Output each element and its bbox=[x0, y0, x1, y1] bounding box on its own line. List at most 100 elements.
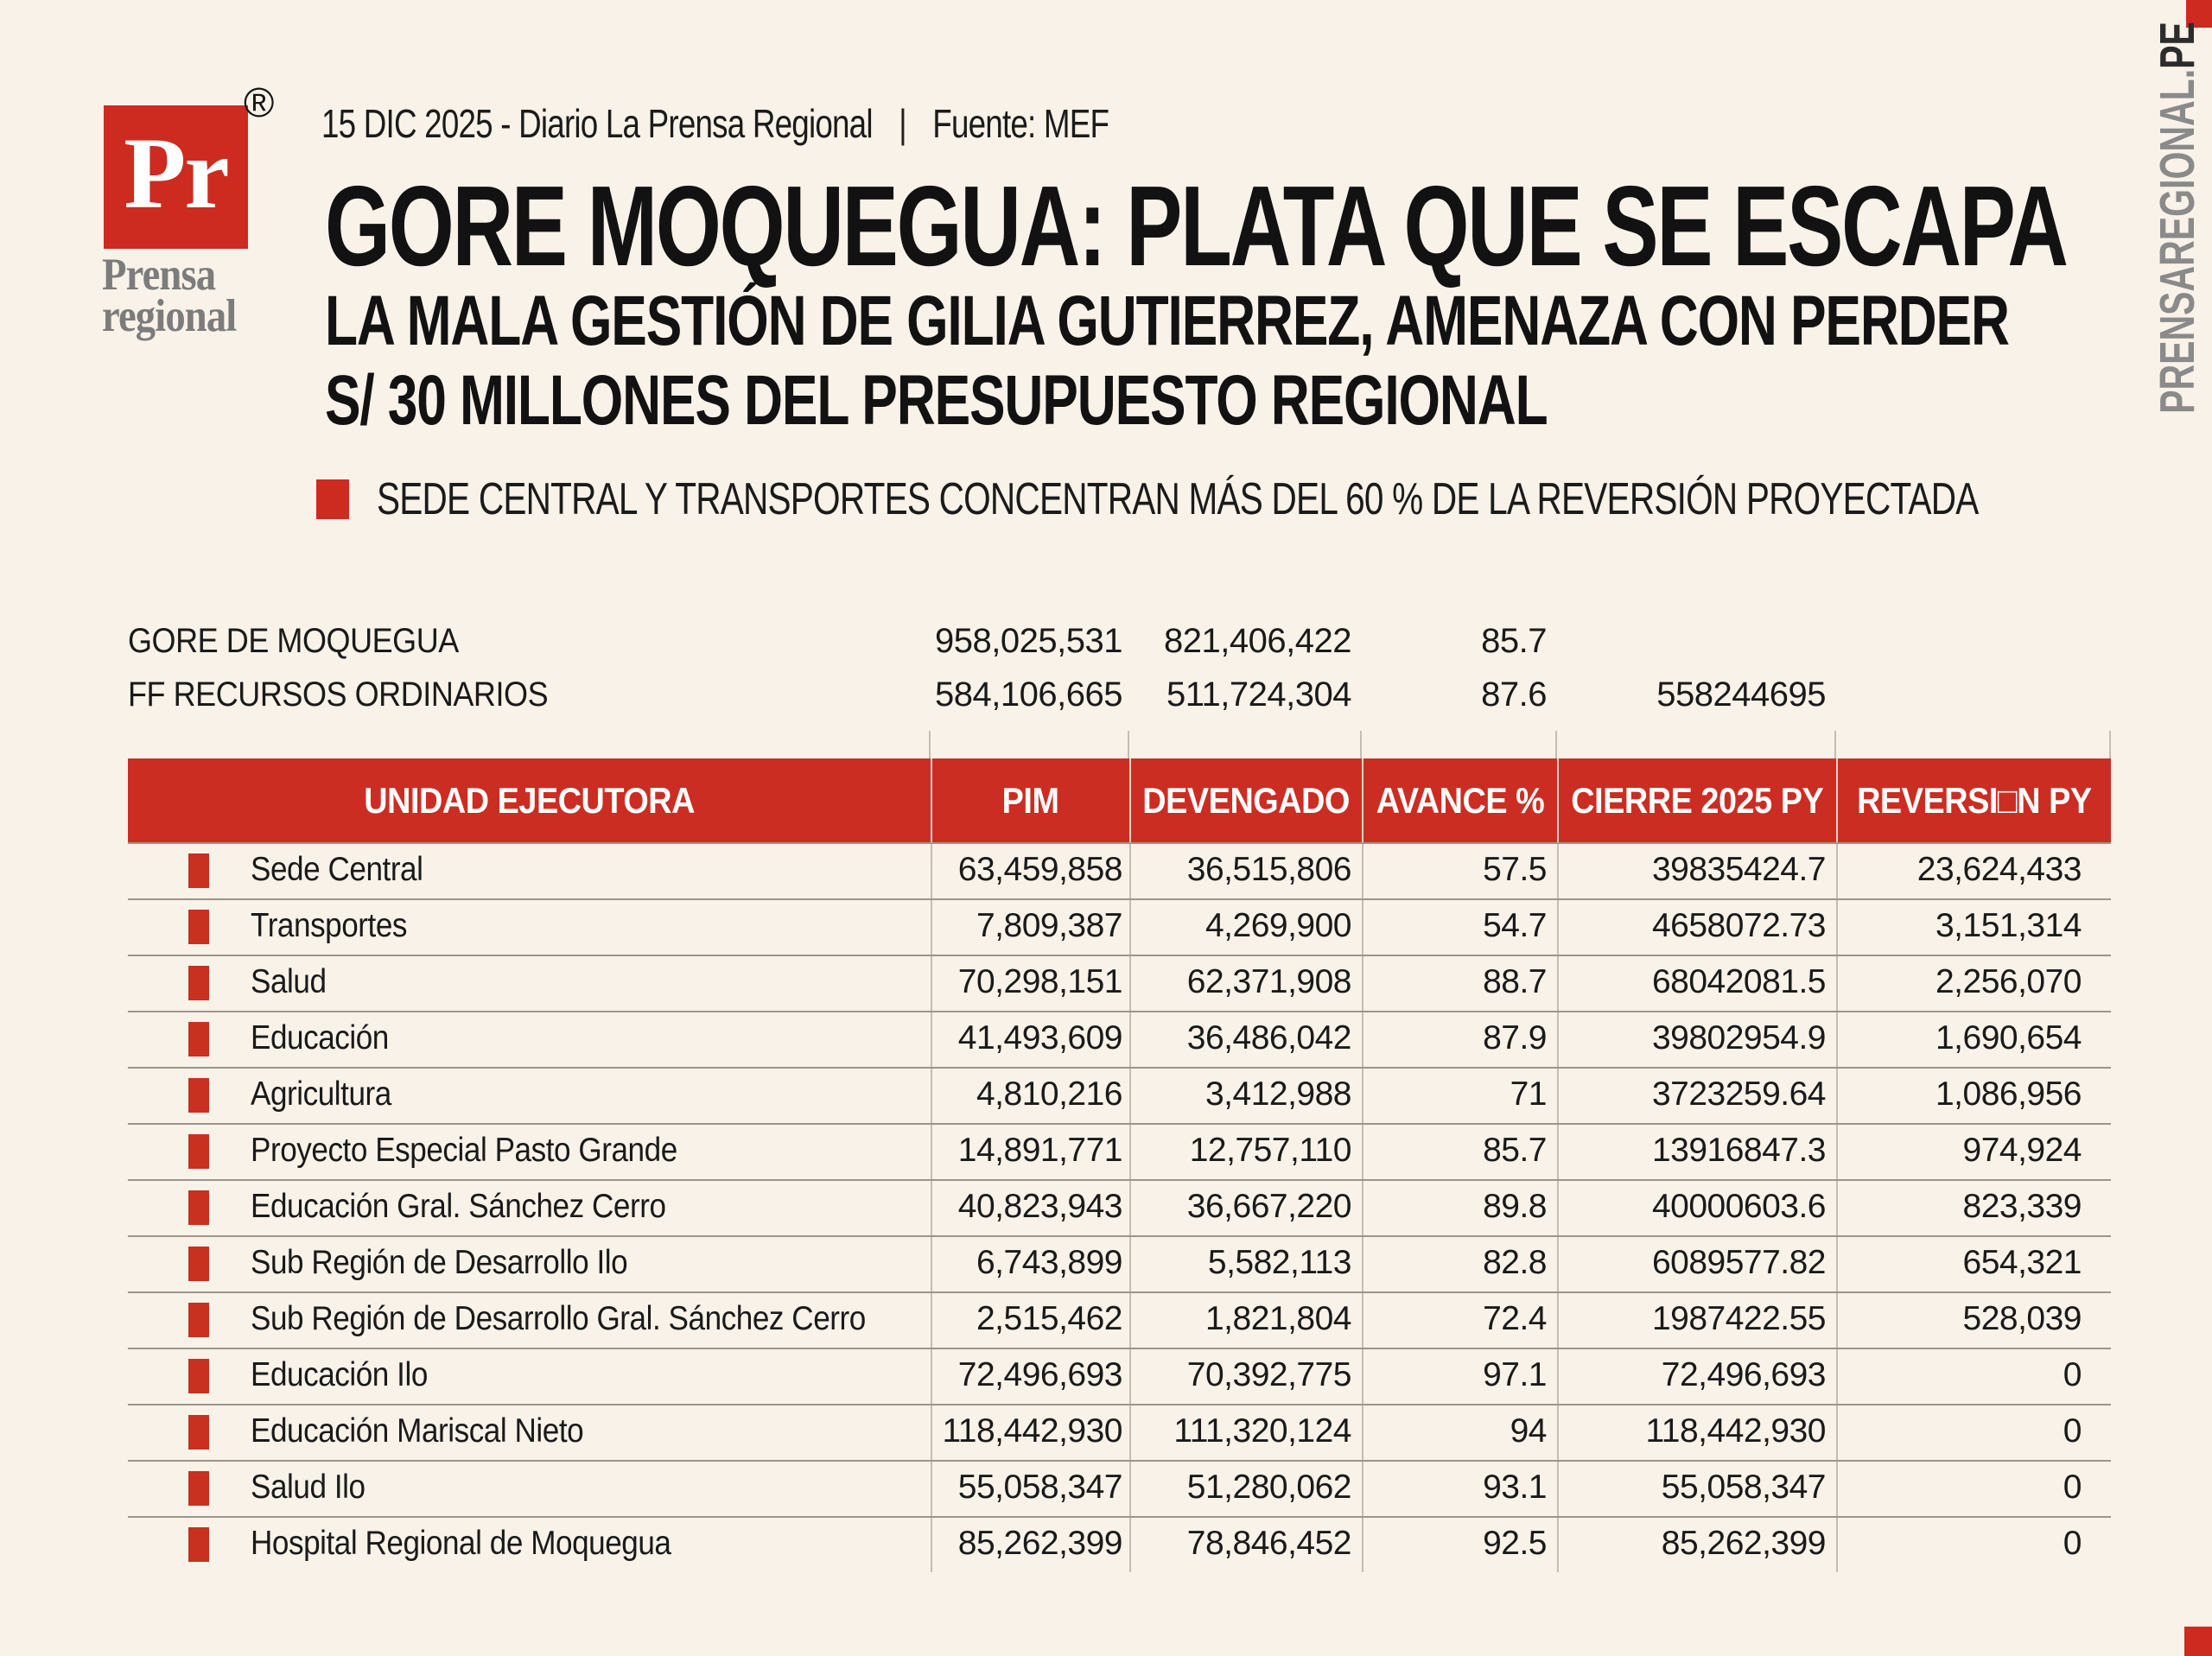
table-header-cell: DEVENGADO bbox=[1129, 758, 1362, 842]
table-row: Agricultura 4,810,216 3,412,988 71 3723259.6… bbox=[128, 1067, 2111, 1123]
column-divider-stub bbox=[1128, 731, 1129, 758]
red-square-bullet-icon bbox=[188, 1078, 209, 1113]
table-row: Sub Región de Desarrollo Gral. Sánchez C… bbox=[128, 1291, 2111, 1348]
value-cell: 72.4 bbox=[1362, 1293, 1557, 1348]
row-label: GORE DE MOQUEGUA bbox=[128, 622, 459, 660]
value-cell: 118,442,930 bbox=[931, 1405, 1129, 1460]
value-cell: 2,515,462 bbox=[931, 1293, 1129, 1348]
value-cell: 958,025,531 bbox=[935, 622, 1122, 660]
value-cell: 1,086,956 bbox=[1836, 1069, 2111, 1123]
value-cell: 6089577.82 bbox=[1557, 1237, 1836, 1291]
table-header-label: DEVENGADO bbox=[1142, 779, 1351, 821]
value-cell bbox=[1836, 615, 2111, 669]
value-cell: 4,810,216 bbox=[931, 1069, 1129, 1123]
row-label-cell: GORE DE MOQUEGUA bbox=[128, 615, 931, 669]
value-cell: 51,280,062 bbox=[1129, 1462, 1362, 1516]
table-header-cell: PIM bbox=[931, 758, 1129, 842]
value-cell: 1987422.55 bbox=[1557, 1293, 1836, 1348]
table-header-label: AVANCE % bbox=[1376, 779, 1545, 821]
row-label: Sub Región de Desarrollo Ilo bbox=[251, 1244, 628, 1281]
summary-row: GORE DE MOQUEGUA 958,025,531 821,406,422 85… bbox=[128, 615, 2111, 669]
value-cell: 40,823,943 bbox=[931, 1181, 1129, 1235]
value-cell: 87.6 bbox=[1481, 676, 1547, 714]
subheadline-line1: LA MALA GESTIÓN DE GILIA GUTIERREZ, AMEN… bbox=[325, 282, 2010, 360]
value-cell: 558244695 bbox=[1656, 676, 1826, 714]
value-cell: 36,486,042 bbox=[1129, 1012, 1362, 1067]
masthead-line2: regional bbox=[102, 291, 237, 341]
site-watermark-vertical: PRENSAREGIONAL.PE bbox=[2149, 22, 2206, 414]
value-cell: 89.8 bbox=[1362, 1181, 1557, 1235]
value-cell: 528,039 bbox=[1836, 1293, 2111, 1348]
row-label: Educación Mariscal Nieto bbox=[251, 1412, 584, 1450]
row-label-cell: Transportes bbox=[128, 900, 931, 955]
value-cell: 111,320,124 bbox=[1129, 1405, 1362, 1460]
table-header-row: UNIDAD EJECUTORA PIM DEVENGADO AVANCE % CIER… bbox=[128, 758, 2111, 842]
value-cell: 1,821,804 bbox=[1129, 1293, 1362, 1348]
masthead-line1: Prensa bbox=[102, 250, 216, 300]
value-cell: 82.8 bbox=[1362, 1237, 1557, 1291]
table-row: Sub Región de Desarrollo Ilo 6,743,899 5,5… bbox=[128, 1235, 2111, 1291]
value-cell: 0 bbox=[1836, 1349, 2111, 1404]
value-cell: 3723259.64 bbox=[1557, 1069, 1836, 1123]
headline: GORE MOQUEGUA: PLATA QUE SE ESCAPA bbox=[325, 162, 2069, 289]
value-cell: 14,891,771 bbox=[931, 1125, 1129, 1179]
row-label: Educación Ilo bbox=[251, 1356, 428, 1393]
value-cell: 0 bbox=[1836, 1405, 2111, 1460]
table-row: Educación 41,493,609 36,486,042 87.9 3980295… bbox=[128, 1011, 2111, 1067]
value-cell: 1,690,654 bbox=[1836, 1012, 2111, 1067]
highlight-text: SEDE CENTRAL Y TRANSPORTES CONCENTRAN MÁ… bbox=[377, 474, 1979, 524]
subheadline: LA MALA GESTIÓN DE GILIA GUTIERREZ, AMEN… bbox=[325, 282, 2010, 441]
value-cell: 584,106,665 bbox=[935, 676, 1122, 714]
row-label-cell: Sub Región de Desarrollo Ilo bbox=[128, 1237, 931, 1291]
value-cell: 97.1 bbox=[1362, 1349, 1557, 1404]
value-cell: 41,493,609 bbox=[931, 1012, 1129, 1067]
table-header-cell: AVANCE % bbox=[1362, 758, 1557, 842]
red-square-bullet-icon bbox=[188, 1359, 209, 1393]
red-square-bullet-icon bbox=[316, 479, 349, 519]
value-cell bbox=[1836, 669, 2111, 722]
row-label-cell: Sede Central bbox=[128, 844, 931, 898]
table-row: Sede Central 63,459,858 36,515,806 57.5 3983… bbox=[128, 842, 2111, 898]
prensa-regional-logo: Pr bbox=[104, 105, 248, 249]
row-label-cell: Agricultura bbox=[128, 1069, 931, 1123]
value-cell: 118,442,930 bbox=[1557, 1405, 1836, 1460]
masthead-wordmark: Prensa regional bbox=[102, 250, 237, 341]
value-cell: 2,256,070 bbox=[1836, 956, 2111, 1011]
value-cell: 70,298,151 bbox=[931, 956, 1129, 1011]
value-cell: 0 bbox=[1836, 1518, 2111, 1572]
row-label-cell: Hospital Regional de Moquegua bbox=[128, 1518, 931, 1572]
red-square-bullet-icon bbox=[188, 910, 209, 944]
value-cell: 85.7 bbox=[1481, 622, 1547, 660]
red-square-bullet-icon bbox=[188, 1303, 209, 1337]
value-cell: 511,724,304 bbox=[1166, 676, 1351, 714]
value-cell: 68042081.5 bbox=[1557, 956, 1836, 1011]
value-cell: 5,582,113 bbox=[1129, 1237, 1362, 1291]
row-label: Educación Gral. Sánchez Cerro bbox=[251, 1188, 666, 1225]
row-label: Educación bbox=[251, 1019, 389, 1056]
table-header-label: REVERSI□N PY bbox=[1857, 779, 2092, 821]
value-cell: 93.1 bbox=[1362, 1462, 1557, 1516]
subheadline-line2: S/ 30 MILLONES DEL PRESUPUESTO REGIONAL bbox=[325, 361, 1548, 440]
row-label: Sede Central bbox=[251, 851, 423, 888]
value-cell: 823,339 bbox=[1836, 1181, 2111, 1235]
red-square-bullet-icon bbox=[188, 1022, 209, 1056]
row-label-cell: FF RECURSOS ORDINARIOS bbox=[128, 669, 931, 722]
value-cell: 12,757,110 bbox=[1129, 1125, 1362, 1179]
value-cell: 94 bbox=[1362, 1405, 1557, 1460]
value-cell: 92.5 bbox=[1362, 1518, 1557, 1572]
value-cell bbox=[1557, 615, 1836, 669]
value-cell: 3,412,988 bbox=[1129, 1069, 1362, 1123]
value-cell: 85,262,399 bbox=[1557, 1518, 1836, 1572]
watermark-dark-part: PE bbox=[2150, 22, 2205, 69]
row-label: Hospital Regional de Moquegua bbox=[251, 1525, 671, 1562]
value-cell: 3,151,314 bbox=[1836, 900, 2111, 955]
row-label-cell: Proyecto Especial Pasto Grande bbox=[128, 1125, 931, 1179]
dateline: 15 DIC 2025 - Diario La Prensa Regional |… bbox=[321, 100, 1109, 147]
column-divider-stub bbox=[1555, 731, 1557, 758]
value-cell: 85.7 bbox=[1362, 1125, 1557, 1179]
table-header-cell: CIERRE 2025 PY bbox=[1557, 758, 1836, 842]
value-cell: 55,058,347 bbox=[1557, 1462, 1836, 1516]
value-cell: 821,406,422 bbox=[1164, 622, 1351, 660]
table-row: Educación Mariscal Nieto 118,442,930 111,3… bbox=[128, 1404, 2111, 1460]
value-cell: 71 bbox=[1362, 1069, 1557, 1123]
